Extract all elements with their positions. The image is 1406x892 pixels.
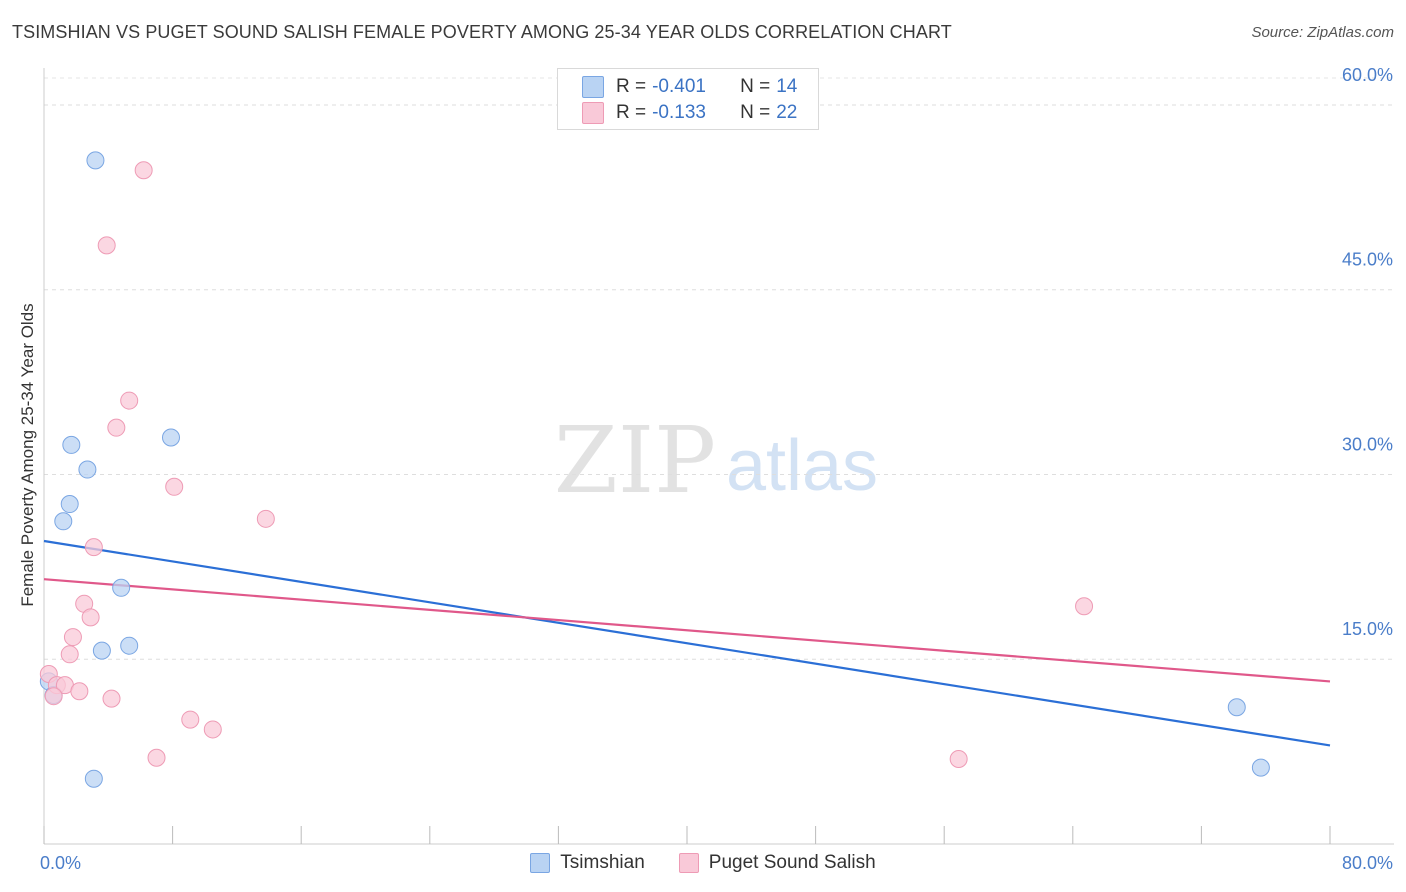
watermark-zip: ZIP [554, 407, 716, 514]
point-puget-sound-salish [84, 538, 103, 557]
n-label: N = [740, 76, 771, 97]
stats-row-puget-sound-salish: R = -0.133 N = 22 [582, 101, 797, 125]
point-tsimshian [1227, 698, 1246, 717]
legend-label-puget-sound-salish: Puget Sound Salish [708, 852, 876, 873]
point-puget-sound-salish [147, 748, 166, 767]
point-puget-sound-salish [70, 682, 89, 701]
stats-legend: R = -0.401 N = 14 R = -0.133 N = 22 [557, 68, 819, 130]
point-tsimshian [1251, 758, 1270, 777]
n-value: 14 [776, 76, 798, 97]
watermark: ZIP atlas [554, 407, 878, 514]
point-puget-sound-salish [63, 628, 82, 647]
point-puget-sound-salish [97, 236, 116, 255]
point-puget-sound-salish [60, 645, 79, 664]
point-tsimshian [60, 495, 79, 514]
r-value: -0.401 [652, 76, 706, 97]
point-tsimshian [120, 636, 139, 655]
n-label: N = [740, 102, 771, 123]
r-value: -0.133 [652, 102, 706, 123]
x-tick-label: 0.0% [40, 853, 81, 873]
axes [43, 68, 1394, 845]
point-tsimshian [112, 578, 131, 597]
point-puget-sound-salish [181, 710, 200, 729]
x-tick-label: 80.0% [1342, 853, 1393, 873]
watermark-atlas: atlas [726, 426, 878, 506]
point-puget-sound-salish [107, 418, 126, 437]
legend-item-puget-sound-salish: Puget Sound Salish [678, 852, 876, 874]
point-tsimshian [54, 512, 73, 531]
legend-item-tsimshian: Tsimshian [530, 852, 645, 874]
point-tsimshian [161, 428, 180, 447]
chart-title: TSIMSHIAN VS PUGET SOUND SALISH FEMALE P… [12, 22, 952, 42]
r-label: R = [616, 102, 647, 123]
point-puget-sound-salish [81, 608, 100, 627]
data-points [39, 151, 1270, 788]
legend-swatch-tsimshian [530, 853, 551, 873]
point-tsimshian [78, 460, 97, 479]
point-tsimshian [92, 641, 111, 660]
n-value: 22 [776, 102, 798, 123]
point-tsimshian [84, 769, 103, 788]
stats-swatch-puget-sound-salish [582, 102, 604, 124]
grid [44, 77, 1394, 660]
point-tsimshian [86, 151, 105, 170]
source-label: Source: ZipAtlas.com [1251, 24, 1394, 41]
series-legend: Tsimshian Puget Sound Salish [0, 852, 1406, 874]
point-puget-sound-salish [44, 687, 63, 706]
point-puget-sound-salish [949, 750, 968, 769]
trend-line-tsimshian [43, 539, 1331, 747]
trend-line-puget-sound-salish [43, 578, 1331, 683]
point-puget-sound-salish [102, 689, 121, 708]
point-puget-sound-salish [165, 477, 184, 496]
stats-swatch-tsimshian [582, 76, 604, 98]
legend-label-tsimshian: Tsimshian [560, 852, 645, 873]
y-tick-label: 30.0% [1342, 434, 1393, 454]
point-puget-sound-salish [203, 720, 222, 739]
tick-labels: 15.0% 30.0% 45.0% 60.0% 0.0% 80.0% [40, 65, 1393, 873]
y-tick-label: 15.0% [1342, 619, 1393, 639]
y-tick-label: 45.0% [1342, 250, 1393, 270]
point-puget-sound-salish [1075, 597, 1094, 616]
point-puget-sound-salish [134, 161, 153, 180]
trend-lines [43, 539, 1331, 747]
r-label: R = [616, 76, 647, 97]
stats-row-tsimshian: R = -0.401 N = 14 [582, 75, 797, 99]
point-puget-sound-salish [256, 509, 275, 528]
y-tick-label: 60.0% [1342, 65, 1393, 85]
point-tsimshian [62, 435, 81, 454]
legend-swatch-puget-sound-salish [678, 853, 699, 873]
point-puget-sound-salish [120, 391, 139, 410]
